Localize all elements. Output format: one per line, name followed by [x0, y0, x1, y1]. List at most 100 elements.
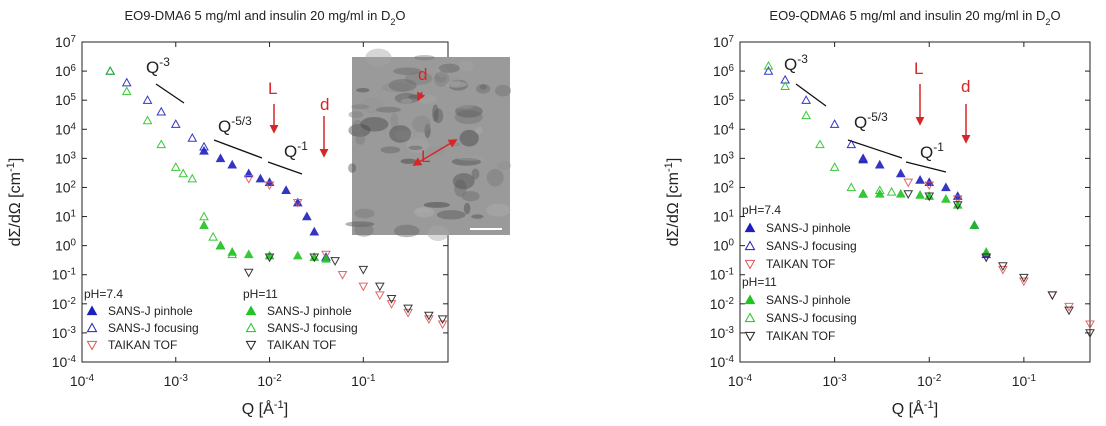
inset-texture	[375, 106, 401, 113]
y-tick-label-part: 10	[710, 296, 726, 312]
inset-texture	[348, 123, 371, 137]
inset-texture	[427, 225, 449, 242]
chart-title-part: O	[395, 8, 405, 23]
data-point	[941, 182, 951, 192]
chart-title-part: 2	[390, 17, 395, 27]
data-point	[227, 247, 238, 256]
data-point	[1047, 291, 1058, 301]
inset-texture	[352, 119, 363, 133]
y-tick-label-part: 4	[729, 121, 735, 132]
inset-texture	[404, 71, 433, 86]
inset-texture	[348, 163, 357, 173]
legend-label: TAIKAN TOF	[766, 329, 835, 343]
y-tick-label-part: 10	[55, 121, 71, 137]
inset-texture	[448, 79, 468, 91]
data-point	[903, 190, 914, 199]
data-point	[243, 249, 254, 259]
inset-texture	[380, 146, 401, 154]
data-point	[424, 311, 434, 321]
y-tick-label: 103	[713, 150, 735, 167]
inset-texture	[432, 104, 439, 122]
data-point	[187, 133, 198, 142]
data-point	[780, 81, 790, 91]
data-point	[941, 194, 951, 203]
y-tick-label: 10-2	[710, 295, 734, 312]
legend-marker	[744, 312, 756, 323]
slope-guide	[847, 139, 903, 159]
y-tick-label-part: -1	[67, 266, 76, 277]
inset-texture	[461, 191, 480, 202]
inset-texture	[433, 108, 444, 124]
inset-texture	[414, 54, 435, 61]
data-point	[142, 115, 153, 125]
slope-guide	[267, 161, 303, 175]
data-point	[330, 257, 340, 266]
data-point	[264, 253, 275, 263]
data-point	[105, 66, 116, 75]
inset-texture	[388, 79, 417, 92]
data-point	[998, 262, 1008, 271]
y-tick-label: 105	[55, 92, 77, 109]
annotation-part: Q	[920, 143, 933, 162]
inset-texture	[471, 214, 484, 219]
y-tick-label-part: 10	[52, 354, 68, 370]
x-tick-label: 10-3	[822, 373, 847, 390]
data-point	[763, 66, 774, 75]
y-tick-label-part: -3	[67, 324, 76, 335]
data-point	[915, 189, 925, 199]
x-tick-label: 10-2	[257, 373, 281, 390]
chart-title-part: EO9-QDMA6 5 mg/ml and insulin 20 mg/ml i…	[769, 8, 1045, 23]
chart-title: EO9-DMA6 5 mg/ml and insulin 20 mg/ml in…	[124, 8, 405, 27]
legend-label: SANS-J pinhole	[108, 304, 193, 318]
data-point	[1019, 273, 1029, 283]
y-tick-label: 100	[55, 237, 77, 254]
data-point	[227, 249, 238, 259]
data-point	[199, 141, 209, 151]
legend-marker	[245, 340, 257, 351]
data-point	[121, 86, 132, 96]
inset-texture	[476, 83, 491, 94]
y-tick-label: 102	[55, 179, 76, 196]
annotation-part: -3	[797, 52, 808, 66]
inset-arrow	[412, 139, 458, 166]
legend-marker	[86, 305, 98, 316]
data-point	[321, 250, 331, 260]
annotation: L	[421, 147, 430, 166]
legend-label: SANS-J pinhole	[766, 221, 851, 235]
y-tick-label: 10-4	[710, 354, 735, 371]
inset-texture	[486, 168, 504, 187]
legend-group: pH=7.4	[742, 203, 781, 217]
inset-texture	[414, 208, 432, 214]
data-point	[952, 195, 963, 205]
y-tick-label-part: 10	[55, 92, 71, 108]
x-axis-label-part: ]	[284, 401, 288, 418]
inset-texture	[486, 203, 511, 217]
y-tick-label-part: 5	[729, 92, 735, 103]
annotation: Q-5/3	[218, 114, 252, 136]
x-tick-label: 10-1	[351, 373, 375, 390]
y-tick-label-part: -4	[725, 354, 734, 365]
y-tick-label: 100	[713, 237, 735, 254]
data-point	[895, 188, 906, 198]
y-tick-label-part: 10	[713, 209, 729, 225]
slope-guide	[795, 83, 827, 107]
y-tick-label: 10-1	[710, 266, 734, 283]
y-tick-label-part: 4	[71, 121, 77, 132]
legend-label: SANS-J focusing	[108, 321, 199, 335]
annotation: d	[961, 77, 970, 96]
y-tick-label: 107	[713, 34, 734, 51]
annotation-part: L	[914, 59, 923, 78]
x-tick-label-part: -1	[367, 373, 376, 384]
y-tick-label-part: 10	[55, 238, 71, 254]
inset-texture	[354, 223, 374, 237]
y-tick-label: 107	[55, 34, 76, 51]
data-point	[215, 153, 226, 163]
legend-group: pH=11	[243, 287, 278, 301]
x-axis-label-part: -1	[274, 399, 284, 411]
annotation: d	[418, 65, 427, 84]
inset-texture	[389, 125, 412, 143]
legend-marker	[245, 322, 257, 333]
inset-texture	[455, 105, 483, 118]
legend-label: SANS-J pinhole	[267, 304, 352, 318]
